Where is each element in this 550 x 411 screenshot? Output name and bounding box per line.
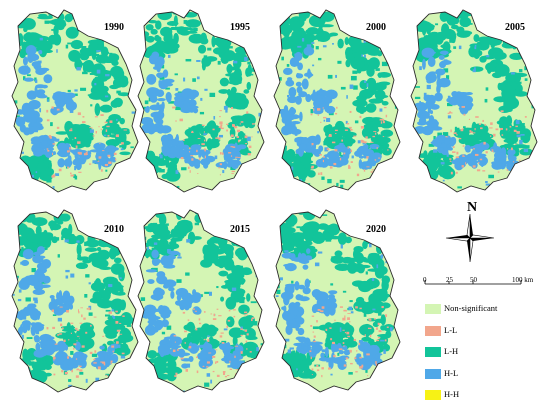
cluster-map-1995	[137, 9, 265, 193]
panel-year-label: 1995	[230, 22, 250, 33]
scale-tick-label: 50	[470, 276, 477, 284]
legend-item-lh: L-H	[425, 346, 550, 368]
cluster-map-2005	[410, 9, 538, 193]
legend-label: L-L	[444, 324, 458, 335]
map-panel-2010: 2010	[6, 206, 144, 402]
scale-tick-label: 25	[446, 276, 453, 284]
legend-label: L-H	[444, 346, 459, 356]
north-label: N	[467, 200, 478, 215]
legend-swatch	[425, 325, 441, 336]
legend: Non-significant L-L L-H H-L H-H	[425, 303, 550, 411]
cluster-map-2000	[273, 9, 401, 193]
panel-year-label: 1990	[104, 22, 124, 33]
legend-item-non-significant: Non-significant	[425, 303, 550, 325]
scale-bar	[424, 280, 522, 285]
legend-item-hh: H-H	[425, 389, 550, 411]
north-arrow-icon	[445, 213, 495, 263]
panel-year-label: 2005	[505, 22, 525, 33]
scale-tick-label: 0	[423, 276, 427, 284]
legend-swatch	[425, 390, 441, 400]
legend-label: Non-significant	[444, 303, 498, 313]
map-panel-1995: 1995	[132, 6, 270, 202]
cluster-map-2010	[11, 209, 139, 393]
legend-label: H-L	[444, 367, 459, 378]
map-panel-1990: 1990	[6, 6, 144, 202]
legend-swatch	[425, 304, 441, 314]
legend-label: H-H	[444, 389, 460, 399]
cluster-map-1990	[11, 9, 139, 193]
scale-tick-label: 100 km	[512, 276, 534, 284]
map-panel-2015: 2015	[132, 206, 270, 402]
legend-swatch	[425, 347, 441, 357]
map-panel-2020: 2020	[268, 206, 406, 402]
cluster-map-2020	[273, 209, 401, 393]
panel-year-label: 2000	[366, 22, 386, 33]
map-panel-2005: 2005	[405, 6, 543, 202]
panel-year-label: 2015	[230, 224, 250, 235]
map-panel-2000: 2000	[268, 6, 406, 202]
cluster-map-2015	[137, 209, 265, 393]
panel-year-label: 2010	[104, 224, 124, 235]
legend-item-ll: L-L	[425, 325, 550, 347]
legend-swatch	[425, 368, 441, 379]
panel-year-label: 2020	[366, 224, 386, 235]
legend-item-hl: H-L	[425, 368, 550, 390]
